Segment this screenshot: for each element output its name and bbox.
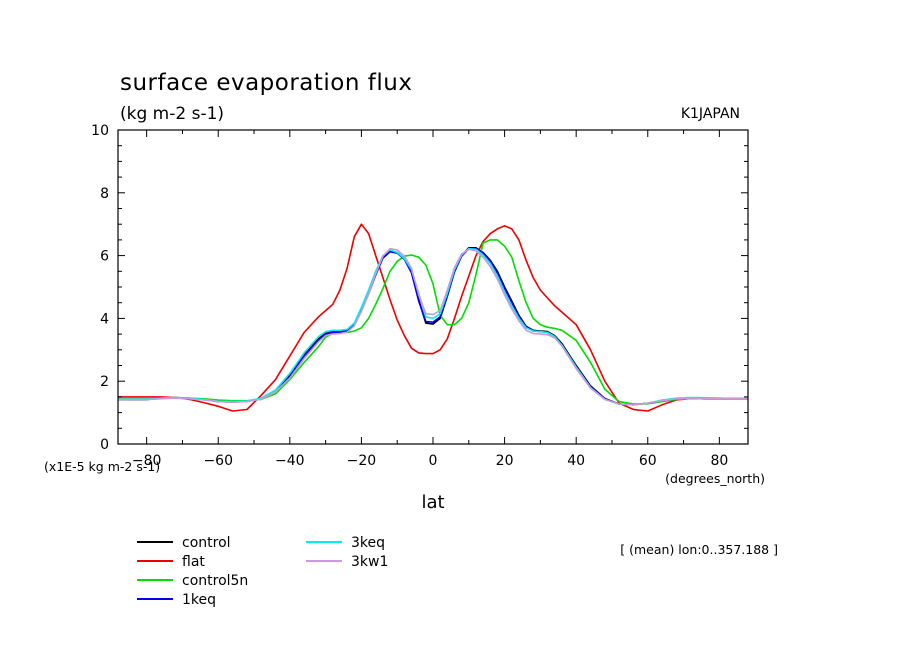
model-label: K1JAPAN <box>681 106 740 122</box>
x-tick-label: 0 <box>429 453 438 469</box>
series-line-3kw1 <box>118 247 748 406</box>
legend-label-flat: flat <box>182 554 205 570</box>
y-tick-label: 10 <box>91 123 109 139</box>
units-label: (kg m-2 s-1) <box>120 104 224 124</box>
legend-label-3kw1: 3kw1 <box>351 554 388 570</box>
legend-label-control: control <box>182 535 231 551</box>
scale-label: (x1E-5 kg m-2 s-1) <box>44 459 160 474</box>
x-units-label: (degrees_north) <box>665 471 765 486</box>
x-tick-label: −40 <box>275 453 305 469</box>
tick-layer: −80 −60 −40 −20 0 20 40 60 80 0 2 4 6 8 10 <box>91 123 748 469</box>
legend-label-1keq: 1keq <box>182 592 216 608</box>
legend-label-control5n: control5n <box>182 573 248 589</box>
x-tick-label: −80 <box>132 453 162 469</box>
series-layer <box>118 223 748 412</box>
series-line-control <box>118 247 748 406</box>
series-line-flat <box>118 223 748 412</box>
legend: control flat control5n 1keq 3keq 3kw1 <box>137 535 388 608</box>
x-axis-label: lat <box>421 492 444 513</box>
x-tick-label: 60 <box>639 453 657 469</box>
legend-label-3keq: 3keq <box>351 535 385 551</box>
x-tick-label: 40 <box>567 453 585 469</box>
y-tick-label: 6 <box>100 249 109 265</box>
series-line-3keq <box>118 247 748 406</box>
chart-title: surface evaporation flux <box>120 70 412 96</box>
x-tick-label: −20 <box>347 453 377 469</box>
y-tick-label: 4 <box>100 311 109 327</box>
series-line-1keq <box>118 247 748 406</box>
x-tick-label: 80 <box>710 453 728 469</box>
y-tick-label: 8 <box>100 186 109 202</box>
x-tick-label: −60 <box>203 453 233 469</box>
mean-label: [ (mean) lon:0..357.188 ] <box>620 542 778 557</box>
y-tick-label: 2 <box>100 374 109 390</box>
y-tick-label: 0 <box>100 437 109 453</box>
x-tick-label: 20 <box>496 453 514 469</box>
